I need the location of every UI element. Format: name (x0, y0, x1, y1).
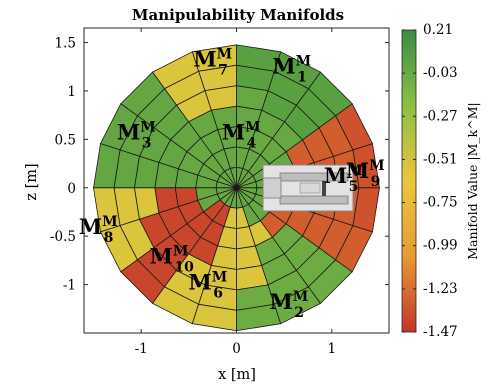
chart-title: Manipulability Manifolds (132, 6, 344, 24)
region-label: MM 4 (222, 119, 261, 151)
colorbar-tick-label: -0.99 (423, 238, 458, 254)
x-tick-label: 1 (328, 341, 337, 357)
colorbar-tick-label: 0.21 (423, 22, 453, 38)
y-axis-label: z [m] (24, 163, 40, 200)
colorbar-tick-label: -0.75 (423, 195, 458, 211)
sphere-patch (352, 187, 380, 233)
x-tick-label: 0 (232, 341, 241, 357)
colorbar-tick-label: -1.23 (423, 281, 458, 297)
region-label: MM 1 (272, 54, 311, 86)
region-label: MM 8 (79, 214, 118, 246)
colorbar-label: Manifold Value |M_k^M| (465, 102, 480, 260)
y-tick-label: -0.5 (50, 229, 76, 245)
region-label: MM 6 (189, 269, 228, 301)
gripper-object (262, 164, 354, 212)
region-label: MM 10 (150, 243, 194, 275)
x-tick-label: -1 (135, 341, 148, 357)
y-tick-label: 0.5 (55, 132, 76, 148)
colorbar-tick-label: -0.03 (423, 65, 458, 81)
region-label: MM 2 (270, 289, 309, 321)
y-tick-label: 1.5 (55, 36, 76, 52)
y-tick-label: 0 (67, 181, 76, 197)
axis-ticks: -1 0 1 1.5 1 0.5 0 -0.5 -1 (50, 28, 389, 357)
region-labels: MM 1 MM 2 MM 3 MM 4 MM 5 MM 6 MM 7 MM 8 MM 9 MM 10 (79, 47, 385, 321)
y-tick-label: -1 (63, 278, 76, 294)
region-label: MM 3 (117, 119, 156, 151)
region-label: MM 5 (324, 163, 363, 195)
y-tick-label: 1 (67, 84, 76, 100)
colorbar-ticks: 0.21 -0.03 -0.27 -0.51 -0.75 -0.99 -1.23 -1.47 (402, 22, 458, 340)
x-axis-label: x [m] (218, 367, 256, 383)
manifold-sphere (93, 44, 380, 332)
colorbar-tick-label: -1.47 (423, 324, 458, 340)
region-label: MM 7 (193, 47, 232, 79)
colorbar (401, 29, 417, 333)
region-label: MM 9 (346, 158, 385, 190)
colorbar-tick-label: -0.51 (423, 151, 458, 167)
colorbar-tick-label: -0.27 (423, 108, 458, 124)
